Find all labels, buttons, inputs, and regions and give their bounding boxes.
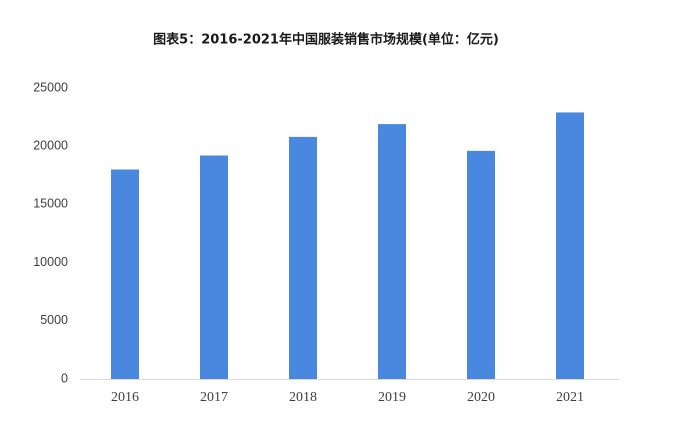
bar (378, 124, 406, 379)
x-tick-label: 2016 (111, 390, 139, 405)
y-tick-label: 0 (61, 371, 68, 385)
chart-title: 图表5：2016-2021年中国服装销售市场规模(单位：亿元) (153, 32, 499, 48)
y-tick-label: 25000 (33, 80, 68, 94)
x-tick-label: 2018 (289, 390, 317, 405)
y-tick-label: 20000 (33, 138, 68, 152)
bar (111, 169, 139, 379)
bar (289, 136, 317, 379)
bar (200, 155, 228, 379)
x-tick-label: 2019 (378, 390, 406, 405)
bar (556, 112, 584, 379)
x-tick-label: 2021 (556, 390, 584, 405)
y-tick-label: 5000 (40, 313, 68, 327)
x-tick-label: 2017 (200, 390, 228, 405)
y-tick-label: 10000 (33, 255, 68, 269)
y-tick-label: 15000 (33, 197, 68, 211)
x-tick-label: 2020 (467, 390, 495, 405)
bar (467, 150, 495, 379)
